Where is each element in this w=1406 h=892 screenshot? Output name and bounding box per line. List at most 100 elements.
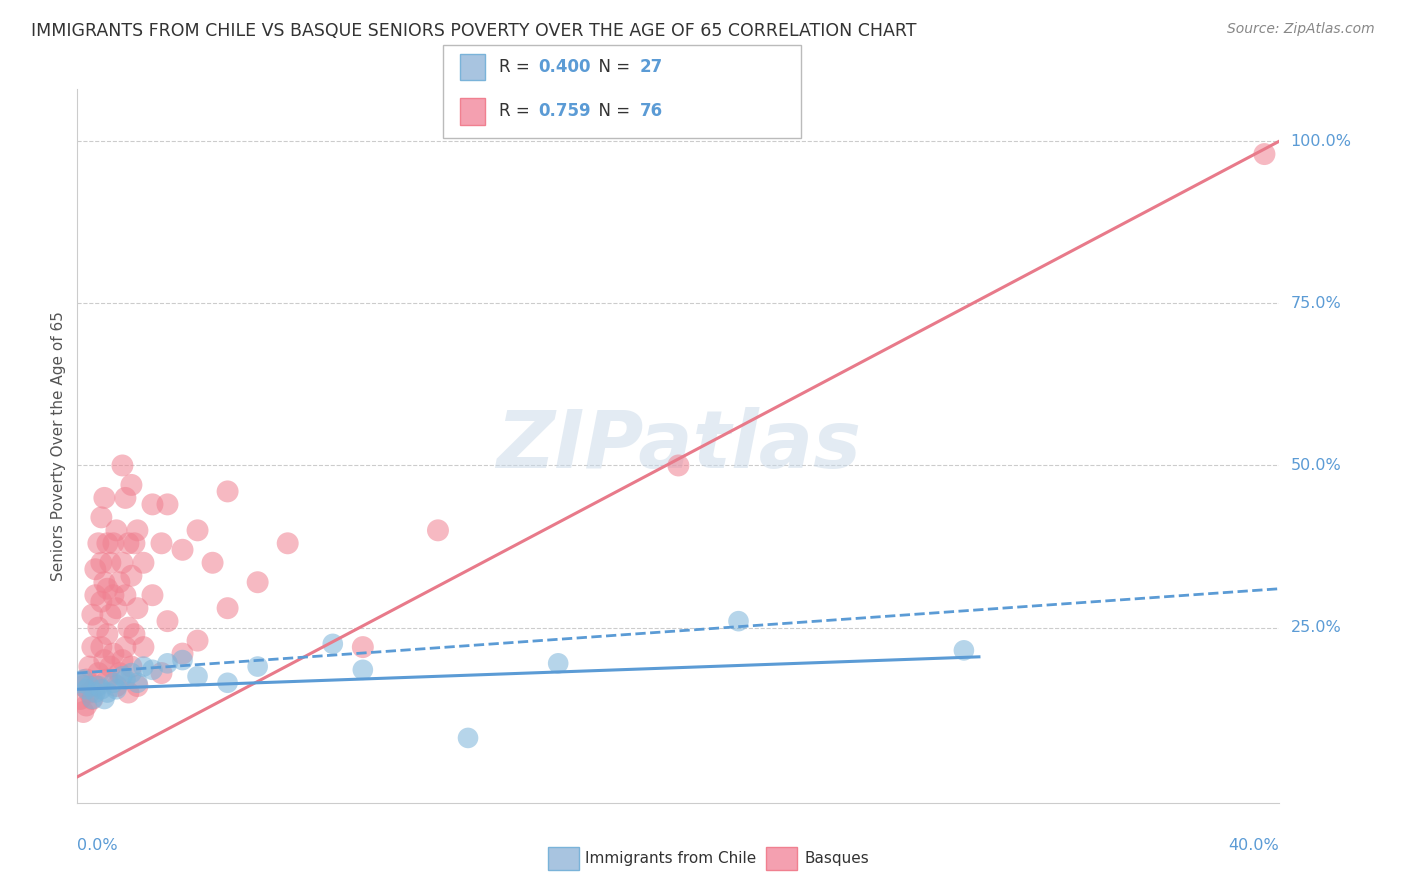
Point xyxy=(105,682,128,697)
Point xyxy=(90,640,112,654)
Point xyxy=(103,647,125,661)
Point xyxy=(75,698,97,713)
Point xyxy=(150,536,173,550)
Point xyxy=(156,497,179,511)
Point xyxy=(141,663,163,677)
Point xyxy=(87,621,110,635)
Point xyxy=(132,556,155,570)
Point xyxy=(156,614,179,628)
Point xyxy=(96,536,118,550)
Point xyxy=(111,556,134,570)
Point xyxy=(127,524,149,538)
Text: Basques: Basques xyxy=(804,851,869,866)
Text: N =: N = xyxy=(588,103,636,120)
Point xyxy=(72,705,94,719)
Point xyxy=(108,575,131,590)
Point xyxy=(69,675,91,690)
Point xyxy=(96,582,118,596)
Point xyxy=(79,685,101,699)
Point xyxy=(93,575,115,590)
Point xyxy=(457,731,479,745)
Point xyxy=(75,682,97,697)
Point xyxy=(84,562,107,576)
Point xyxy=(322,637,344,651)
Point xyxy=(352,640,374,654)
Point xyxy=(93,692,115,706)
Point xyxy=(427,524,450,538)
Point xyxy=(141,588,163,602)
Point xyxy=(96,627,118,641)
Point xyxy=(132,640,155,654)
Point xyxy=(953,643,976,657)
Point xyxy=(111,653,134,667)
Point xyxy=(277,536,299,550)
Point xyxy=(172,542,194,557)
Point xyxy=(117,685,139,699)
Point xyxy=(96,685,118,699)
Point xyxy=(87,666,110,681)
Point xyxy=(93,491,115,505)
Point xyxy=(84,685,107,699)
Point xyxy=(114,640,136,654)
Point xyxy=(246,575,269,590)
Point xyxy=(201,556,224,570)
Text: 76: 76 xyxy=(640,103,662,120)
Point xyxy=(103,675,125,690)
Point xyxy=(186,524,209,538)
Text: 0.759: 0.759 xyxy=(538,103,591,120)
Y-axis label: Seniors Poverty Over the Age of 65: Seniors Poverty Over the Age of 65 xyxy=(51,311,66,581)
Point xyxy=(105,601,128,615)
Point xyxy=(217,484,239,499)
Text: Immigrants from Chile: Immigrants from Chile xyxy=(585,851,756,866)
Point xyxy=(120,568,142,582)
Point xyxy=(352,663,374,677)
Point xyxy=(87,679,110,693)
Point xyxy=(668,458,690,473)
Text: R =: R = xyxy=(499,58,536,76)
Text: 0.0%: 0.0% xyxy=(77,838,118,853)
Text: 50.0%: 50.0% xyxy=(1291,458,1341,473)
Point xyxy=(100,556,122,570)
Point xyxy=(127,679,149,693)
Point xyxy=(127,675,149,690)
Point xyxy=(124,627,146,641)
Point xyxy=(90,510,112,524)
Point xyxy=(246,659,269,673)
Text: 100.0%: 100.0% xyxy=(1291,134,1351,149)
Text: ZIPatlas: ZIPatlas xyxy=(496,407,860,485)
Point xyxy=(727,614,749,628)
Text: R =: R = xyxy=(499,103,536,120)
Point xyxy=(141,497,163,511)
Point xyxy=(150,666,173,681)
Point xyxy=(79,659,101,673)
Point xyxy=(87,536,110,550)
Point xyxy=(75,673,97,687)
Point xyxy=(111,458,134,473)
Point xyxy=(124,536,146,550)
Point xyxy=(72,673,94,687)
Point xyxy=(90,682,112,697)
Point xyxy=(100,607,122,622)
Point xyxy=(108,666,131,681)
Text: 40.0%: 40.0% xyxy=(1229,838,1279,853)
Point xyxy=(156,657,179,671)
Text: 25.0%: 25.0% xyxy=(1291,620,1341,635)
Text: 0.400: 0.400 xyxy=(538,58,591,76)
Point xyxy=(93,653,115,667)
Point xyxy=(111,669,134,683)
Text: N =: N = xyxy=(588,58,636,76)
Point xyxy=(90,595,112,609)
Point xyxy=(117,621,139,635)
Point xyxy=(132,659,155,673)
Point xyxy=(114,673,136,687)
Point xyxy=(105,524,128,538)
Point xyxy=(84,679,107,693)
Point xyxy=(96,673,118,687)
Point xyxy=(69,692,91,706)
Point xyxy=(84,588,107,602)
Point xyxy=(120,659,142,673)
Point xyxy=(186,633,209,648)
Point xyxy=(82,640,104,654)
Point xyxy=(172,647,194,661)
Text: Source: ZipAtlas.com: Source: ZipAtlas.com xyxy=(1227,22,1375,37)
